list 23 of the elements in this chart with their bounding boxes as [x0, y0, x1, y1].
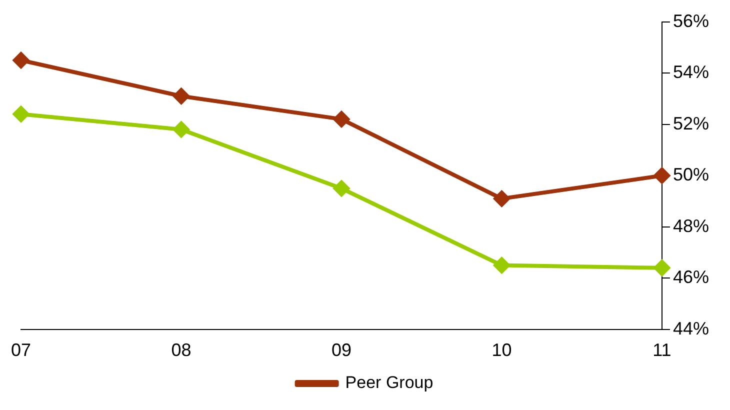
point: [333, 180, 350, 196]
x-tick-label: 09: [331, 340, 352, 360]
y-tick-label: 54%: [672, 62, 710, 82]
point: [654, 260, 670, 276]
x-tick-label: 10: [492, 340, 512, 360]
x-tick-label: 08: [171, 340, 192, 360]
y-tick-label: 46%: [672, 267, 710, 288]
y-tick-label: 48%: [672, 216, 710, 236]
point: [494, 190, 510, 207]
point: [494, 257, 510, 274]
y-tick-label: 44%: [672, 318, 710, 338]
point: [654, 168, 670, 184]
y-tick-label: 50%: [672, 164, 710, 185]
x-tick-label: 11: [652, 340, 672, 360]
point: [13, 106, 30, 122]
point: [173, 88, 190, 104]
legend-label: Peer Group: [345, 373, 434, 392]
x-tick-label: 07: [10, 340, 32, 360]
point: [13, 52, 30, 68]
point: [333, 111, 350, 128]
point: [173, 121, 190, 138]
y-tick-label: 56%: [672, 10, 710, 31]
y-tick-label: 52%: [672, 113, 710, 134]
